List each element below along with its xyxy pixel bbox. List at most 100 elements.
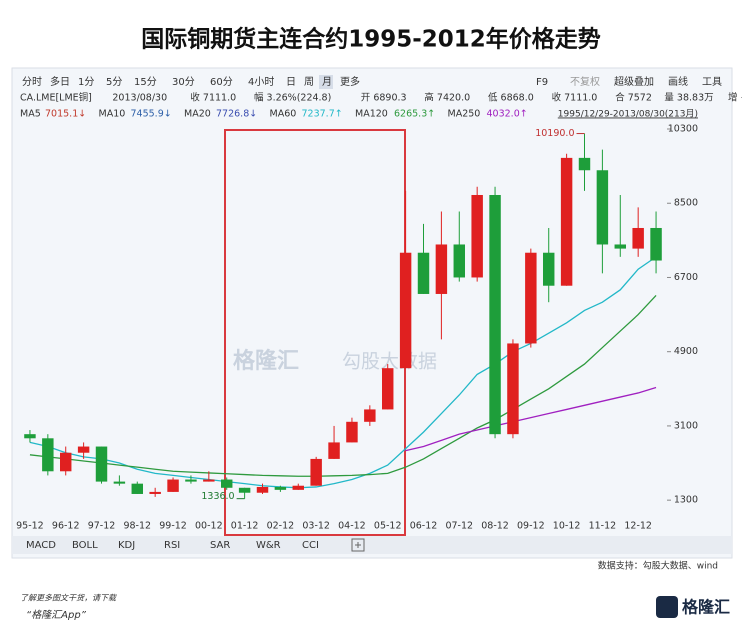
candle-body (274, 486, 287, 490)
indicator-tab[interactable]: W&R (256, 540, 281, 551)
candle-body (453, 244, 466, 278)
info-item: 增 +3503 (728, 92, 742, 104)
candle-body (256, 486, 269, 493)
candle-body (167, 479, 179, 492)
candle-body (578, 157, 591, 171)
indicator-tab[interactable]: CCI (302, 540, 319, 551)
x-tick-label: 07-12 (445, 521, 473, 532)
x-tick-label: 01-12 (231, 521, 259, 532)
toolbar-button[interactable]: 分时 (22, 76, 42, 88)
indicator-tab[interactable]: MACD (26, 540, 56, 551)
x-tick-label: 09-12 (517, 521, 545, 532)
indicator-tab[interactable]: BOLL (72, 540, 98, 551)
ma-name: MA120 (355, 109, 388, 120)
x-tick-label: 05-12 (374, 521, 402, 532)
candle-body (310, 458, 322, 486)
toolbar-button[interactable]: 周 (304, 76, 314, 88)
info-item: 低 6868.0 (488, 92, 534, 104)
toolbar-active (319, 75, 333, 89)
candle-body (59, 452, 72, 472)
candle-body (650, 227, 662, 261)
x-tick-label: 02-12 (267, 521, 295, 532)
ma-value: 4032.0↑ (487, 109, 528, 120)
add-tab-plus (355, 542, 361, 548)
ma-name: MA20 (184, 109, 211, 120)
toolbar-button[interactable]: 日 (286, 77, 296, 88)
ma-line (405, 386, 657, 452)
toolbar-button[interactable]: 工具 (702, 76, 722, 88)
info-item: 收 7111.0 (190, 92, 236, 104)
indicator-tab[interactable]: SAR (210, 540, 230, 551)
ma-line (29, 256, 657, 489)
info-item: 收 7111.0 (552, 92, 598, 104)
toolbar-button[interactable]: F9 (536, 77, 548, 88)
x-tick-label: 11-12 (589, 521, 617, 532)
info-item: 开 6890.3 (361, 93, 407, 104)
candle-body (346, 421, 358, 443)
watermark: 格隆汇 (233, 348, 299, 374)
panel (11, 67, 733, 559)
ma-value: 6265.3↑ (394, 109, 435, 120)
ma-value: 7726.8↓ (216, 109, 257, 120)
annotation: 10190.0 (535, 128, 574, 139)
candle-body (560, 157, 573, 286)
toolbar-button[interactable]: 更多 (340, 75, 360, 88)
x-tick-label: 97-12 (88, 521, 116, 532)
indicator-tab[interactable]: RSI (164, 540, 180, 551)
candle-body (596, 170, 609, 245)
toolbar-button[interactable]: 超级叠加 (614, 75, 654, 88)
x-tick-label: 99-12 (159, 521, 187, 532)
toolbar-button[interactable]: 1分 (78, 76, 94, 88)
candle-body (220, 479, 233, 488)
candle-body (417, 252, 430, 294)
watermark: 勾股大数据 (342, 351, 437, 373)
x-tick-label: 00-12 (195, 521, 223, 532)
toolbar-button[interactable]: 月 (322, 76, 332, 88)
toolbar-button[interactable]: 4小时 (248, 76, 274, 88)
candle-body (238, 487, 251, 493)
candle-body (525, 252, 537, 344)
x-tick-label: 04-12 (338, 521, 366, 532)
candle-body (471, 194, 483, 278)
info-item: CA.LME[LME铜] (20, 92, 92, 104)
candle-body (24, 434, 36, 439)
ma-name: MA10 (99, 109, 126, 120)
candle-body (95, 446, 108, 482)
toolbar-button[interactable]: 不复权 (570, 75, 600, 88)
toolbar-button[interactable]: 60分 (210, 76, 233, 88)
ma-name: MA60 (270, 109, 297, 120)
candle-body (42, 438, 54, 472)
candle-body (381, 368, 394, 410)
y-tick-label: 10300 (668, 124, 698, 135)
ma-value: 7455.9↓ (131, 109, 172, 120)
date-range: 1995/12/29-2013/08/30(213月) (558, 109, 698, 120)
info-item: 合 7572 (615, 92, 652, 104)
info-item: 2013/08/30 (112, 93, 167, 104)
annotation: 1336.0 (201, 491, 234, 502)
logo: 格隆汇 (682, 598, 730, 617)
toolbar-button[interactable]: 30分 (172, 76, 195, 88)
toolbar-button[interactable]: 15分 (134, 76, 157, 88)
toolbar-button[interactable]: 多日 (50, 75, 70, 88)
candle-body (632, 227, 644, 249)
info-item: 幅 3.26%(224.8) (254, 92, 331, 104)
x-tick-label: 10-12 (553, 521, 581, 532)
candle-body (489, 194, 501, 435)
candle-body (435, 244, 448, 294)
x-tick-label: 08-12 (481, 521, 509, 532)
indicator-tab[interactable]: KDJ (118, 540, 135, 551)
chart-title: 国际铜期货主连合约1995-2012年价格走势 (141, 26, 601, 53)
x-tick-label: 96-12 (52, 521, 80, 532)
x-tick-label: 12-12 (624, 521, 652, 532)
info-item: 量 38.83万 (664, 93, 713, 104)
candle-body (185, 479, 197, 482)
ma-name: MA250 (448, 109, 481, 120)
add-tab[interactable] (351, 538, 365, 552)
footer-text: 了解更多图文干货，请下载 (20, 594, 117, 603)
candle-body (131, 483, 144, 494)
x-tick-label: 95-12 (16, 521, 44, 532)
toolbar-button[interactable]: 画线 (668, 75, 688, 88)
toolbar-button[interactable]: 5分 (106, 76, 122, 88)
